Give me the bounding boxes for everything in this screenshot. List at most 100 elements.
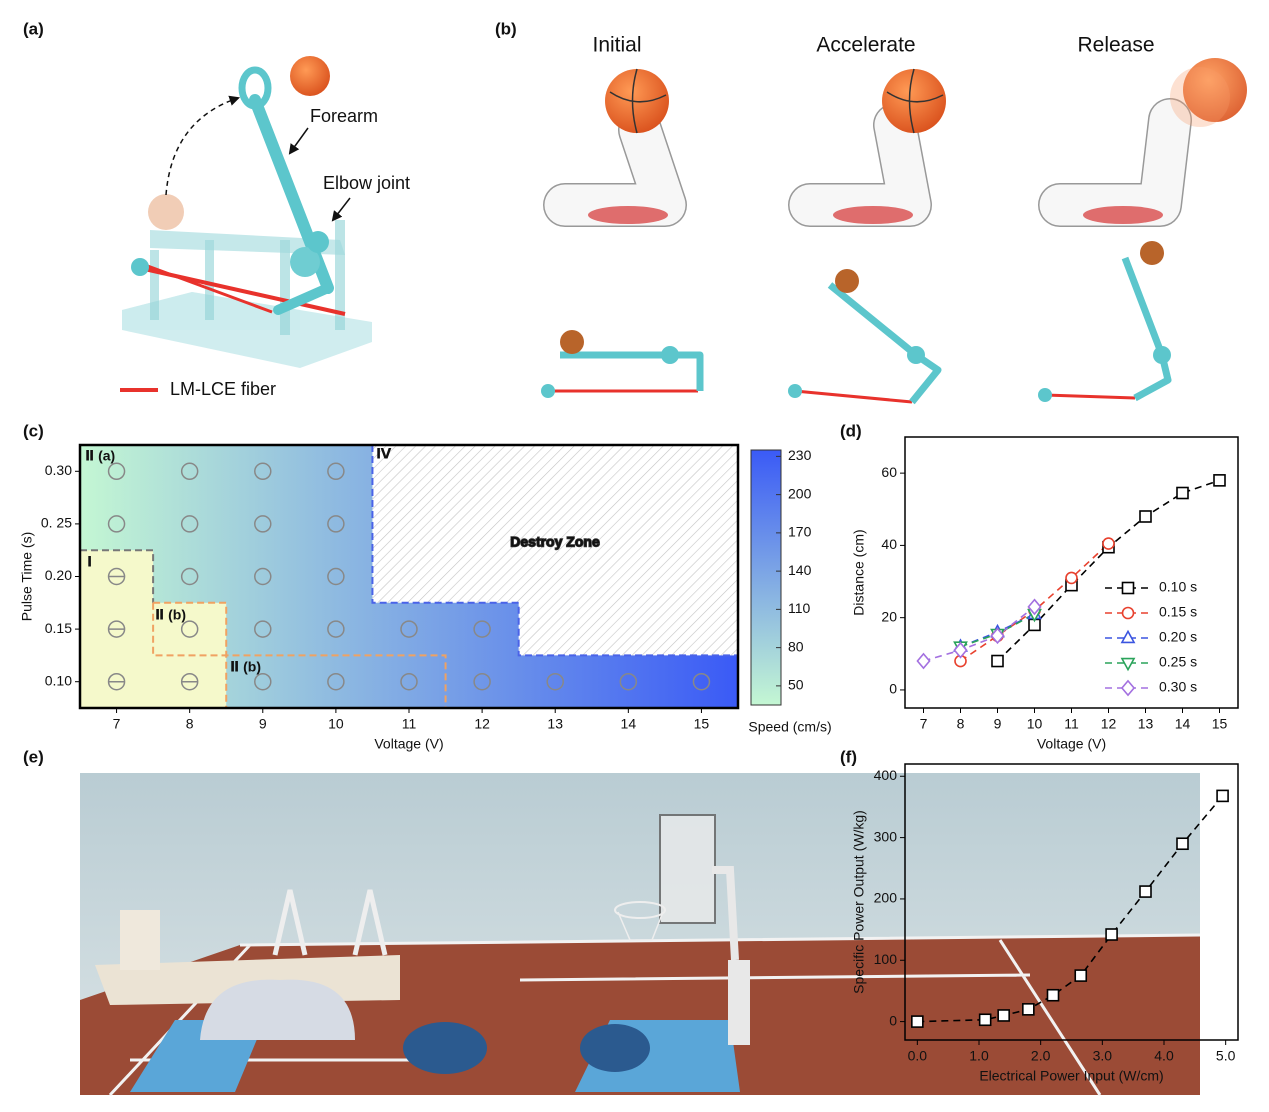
test-point <box>254 620 272 638</box>
marker <box>978 1013 992 1027</box>
x-tick-label: 9 <box>994 716 1002 732</box>
test-point <box>327 567 345 586</box>
y-tick-label: 0.20 <box>45 567 72 583</box>
test-point <box>692 672 711 691</box>
marker <box>1120 629 1136 644</box>
x-tick-label: 0.0 <box>908 1048 928 1064</box>
plot-frame <box>904 763 1239 1041</box>
y-tick-label: 0. 25 <box>41 515 72 531</box>
marker <box>991 654 1004 668</box>
colorbar-tick-label: 110 <box>788 600 811 616</box>
marker <box>1139 885 1152 898</box>
x-tick-label: 13 <box>1138 716 1154 732</box>
x-tick-label: 13 <box>547 716 563 732</box>
colorbar <box>750 449 782 706</box>
test-point <box>327 672 345 691</box>
marker <box>1065 571 1078 585</box>
x-tick-label: 14 <box>621 716 637 732</box>
marker <box>911 1015 924 1028</box>
series-line <box>917 795 1224 1023</box>
y-axis-label: Distance (cm) <box>851 529 867 615</box>
x-tick-label: 8 <box>957 716 965 732</box>
test-point <box>180 515 199 533</box>
colorbar-tick-label: 200 <box>788 485 812 501</box>
marker <box>1216 789 1229 803</box>
test-point <box>254 567 272 586</box>
test-point <box>327 620 345 638</box>
zone-label: Ⅰ <box>87 554 92 570</box>
legend-label: 0.30 s <box>1159 679 1197 695</box>
marker <box>1074 969 1088 982</box>
x-tick-label: 9 <box>259 716 267 732</box>
x-axis-label: Voltage (V) <box>1037 736 1106 752</box>
colorbar-tick-label: 50 <box>788 677 804 693</box>
mechanism-initial <box>541 330 704 398</box>
legend-label: 0.15 s <box>1159 604 1197 620</box>
panel-label: (b) <box>495 19 517 38</box>
test-point <box>254 672 272 691</box>
marker <box>1022 1003 1035 1016</box>
marker <box>997 1009 1010 1022</box>
colorbar-tick-label: 140 <box>788 562 812 578</box>
zone-boundary <box>80 549 155 603</box>
x-tick-label: 10 <box>1027 716 1043 732</box>
marker <box>1027 598 1042 616</box>
test-point <box>254 515 272 533</box>
x-tick-label: 12 <box>1101 716 1117 732</box>
x-axis-label: Electrical Power Input (W/cm) <box>979 1068 1163 1084</box>
mechanism-release <box>1038 241 1172 402</box>
test-point <box>107 462 126 481</box>
test-point <box>327 462 345 481</box>
mechanism-accelerate <box>788 269 942 405</box>
test-point <box>400 620 418 638</box>
x-tick-label: 2.0 <box>1031 1048 1051 1064</box>
zone-label: Ⅱ (a) <box>85 448 115 464</box>
legend-label: 0.25 s <box>1159 654 1197 670</box>
zone-label: Destroy Zone <box>510 534 600 550</box>
zone-boundary <box>152 602 447 708</box>
test-point <box>400 672 418 691</box>
x-tick-label: 7 <box>113 716 121 732</box>
marker <box>1213 474 1226 487</box>
chart: (f) <box>840 747 1224 1023</box>
panel-b-illustration <box>541 58 1247 405</box>
zone-boundary <box>153 601 228 708</box>
stage-title: Initial <box>592 34 641 57</box>
colorbar-tick-label: 80 <box>788 638 804 654</box>
arm-release <box>1038 58 1247 227</box>
marker <box>1139 510 1152 523</box>
x-tick-label: 10 <box>328 716 344 732</box>
y-tick-label: 60 <box>881 464 897 480</box>
x-tick-label: 14 <box>1175 716 1191 732</box>
marker <box>1121 606 1135 620</box>
test-point <box>180 567 199 586</box>
panel-a-illustration <box>120 56 372 392</box>
zone-boundary <box>371 445 738 657</box>
marker <box>953 641 968 659</box>
x-tick-label: 5.0 <box>1216 1048 1236 1064</box>
stage-title: Accelerate <box>816 34 915 57</box>
colorbar-tick-label: 170 <box>788 524 812 540</box>
panel-e-photo <box>80 773 1201 1097</box>
marker <box>1105 928 1118 941</box>
y-tick-label: 0.10 <box>45 672 72 688</box>
panel-label: (f) <box>840 747 857 766</box>
colorbar-tick-label: 230 <box>788 447 812 463</box>
y-tick-label: 200 <box>874 890 898 906</box>
colorbar-label: Speed (cm/s) <box>748 719 831 735</box>
test-point <box>180 620 199 638</box>
y-tick-label: 400 <box>874 767 898 783</box>
series-line <box>923 606 1035 662</box>
test-point <box>180 462 199 481</box>
marker <box>1120 657 1136 672</box>
y-tick-label: 0.30 <box>45 462 72 478</box>
x-tick-label: 4.0 <box>1154 1048 1174 1064</box>
y-tick-label: 0 <box>889 681 897 697</box>
y-tick-label: 0 <box>889 1012 897 1028</box>
chart: (d) 0.10 s 0.15 s 0.20 s 0.25 s 0.30 s <box>840 421 1220 695</box>
marker <box>990 627 1005 645</box>
test-point <box>254 462 272 481</box>
annotation: Forearm <box>310 106 378 126</box>
